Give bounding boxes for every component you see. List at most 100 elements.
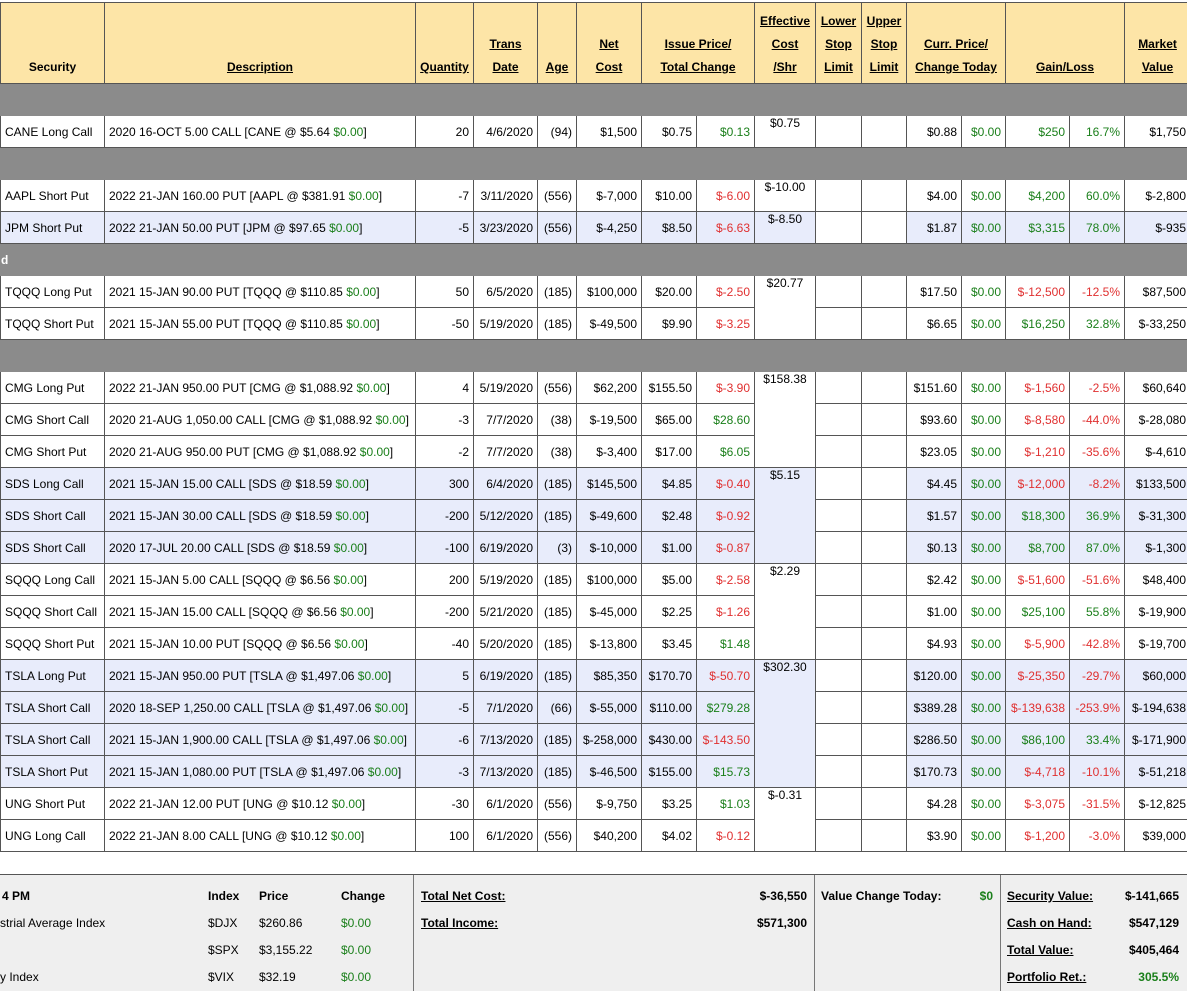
lower-stop-cell[interactable] — [815, 691, 862, 724]
header-gain-loss[interactable]: Gain/Loss — [1005, 2, 1126, 84]
security-cell[interactable]: CMG Long Put — [0, 371, 105, 404]
lower-stop-cell[interactable] — [815, 403, 862, 436]
lower-stop-cell[interactable] — [815, 371, 862, 404]
position-row[interactable]: CMG Long Put 2022 21-JAN 950.00 PUT [CMG … — [0, 371, 1187, 468]
header-effective-cost[interactable]: Effective Cost /Shr — [754, 2, 816, 84]
upper-stop-cell[interactable] — [861, 659, 907, 692]
position-row[interactable]: SQQQ Short Put 2021 15-JAN 10.00 PUT [SQQ… — [0, 627, 1187, 660]
header-age[interactable]: Age — [537, 2, 577, 84]
header-net-cost[interactable]: Net Cost — [576, 2, 642, 84]
security-cell[interactable]: TQQQ Long Put — [0, 275, 105, 308]
security-cell[interactable]: CANE Long Call — [0, 115, 105, 148]
lower-stop-cell[interactable] — [815, 531, 862, 564]
upper-stop-cell[interactable] — [861, 627, 907, 660]
lower-stop-cell[interactable] — [815, 435, 862, 468]
header-trans-date[interactable]: Trans Date — [473, 2, 538, 84]
position-row[interactable]: SDS Long Call 2021 15-JAN 15.00 CALL [SDS… — [0, 467, 1187, 564]
position-row[interactable]: TSLA Short Call 2020 18-SEP 1,250.00 CALL… — [0, 691, 1187, 724]
header-market-value[interactable]: Market Value — [1124, 2, 1187, 84]
upper-stop-cell[interactable] — [861, 819, 907, 852]
lower-stop-cell[interactable] — [815, 211, 862, 244]
net-cost-cell: $-55,000 — [576, 691, 642, 724]
upper-stop-cell[interactable] — [861, 275, 907, 308]
header-issue-price[interactable]: Issue Price/ Total Change — [641, 2, 755, 84]
index-symbol[interactable]: $SPX — [208, 943, 239, 957]
security-cell[interactable]: SQQQ Short Put — [0, 627, 105, 660]
position-row[interactable]: SQQQ Long Call 2021 15-JAN 5.00 CALL [SQQ… — [0, 563, 1187, 660]
lower-stop-cell[interactable] — [815, 819, 862, 852]
change-today-cell: $0.00 — [960, 371, 1007, 404]
lower-stop-cell[interactable] — [815, 467, 862, 500]
position-row[interactable]: AAPL Short Put 2022 21-JAN 160.00 PUT [AA… — [0, 179, 1187, 212]
curr-price-cell: $17.50 — [906, 275, 962, 308]
header-quantity[interactable]: Quantity — [415, 2, 474, 84]
header-upper-stop[interactable]: Upper Stop Limit — [861, 2, 907, 84]
total-change-cell: $-3.90 — [696, 371, 755, 404]
position-row[interactable]: SQQQ Short Call 2021 15-JAN 15.00 CALL [S… — [0, 595, 1187, 628]
position-row[interactable]: UNG Short Put 2022 21-JAN 12.00 PUT [UNG … — [0, 787, 1187, 852]
lower-stop-cell[interactable] — [815, 499, 862, 532]
index-symbol[interactable]: $DJX — [208, 916, 238, 930]
header-lower-stop[interactable]: Lower Stop Limit — [815, 2, 862, 84]
position-row[interactable]: SDS Short Call 2020 17-JUL 20.00 CALL [SD… — [0, 531, 1187, 564]
lower-stop-cell[interactable] — [815, 787, 862, 820]
security-cell[interactable]: SDS Long Call — [0, 467, 105, 500]
position-row[interactable]: JPM Short Put 2022 21-JAN 50.00 PUT [JPM … — [0, 211, 1187, 244]
upper-stop-cell[interactable] — [861, 115, 907, 148]
security-cell[interactable]: SDS Short Call — [0, 499, 105, 532]
upper-stop-cell[interactable] — [861, 755, 907, 788]
upper-stop-cell[interactable] — [861, 371, 907, 404]
upper-stop-cell[interactable] — [861, 307, 907, 340]
security-cell[interactable]: UNG Short Put — [0, 787, 105, 820]
lower-stop-cell[interactable] — [815, 275, 862, 308]
security-cell[interactable]: TSLA Short Call — [0, 691, 105, 724]
security-cell[interactable]: TSLA Short Put — [0, 755, 105, 788]
upper-stop-cell[interactable] — [861, 435, 907, 468]
position-row[interactable]: CANE Long Call 2020 16-OCT 5.00 CALL [CAN… — [0, 115, 1187, 148]
security-cell[interactable]: JPM Short Put — [0, 211, 105, 244]
lower-stop-cell[interactable] — [815, 755, 862, 788]
security-cell[interactable]: CMG Short Put — [0, 435, 105, 468]
upper-stop-cell[interactable] — [861, 467, 907, 500]
lower-stop-cell[interactable] — [815, 595, 862, 628]
security-cell[interactable]: SQQQ Short Call — [0, 595, 105, 628]
upper-stop-cell[interactable] — [861, 787, 907, 820]
security-cell[interactable]: AAPL Short Put — [0, 179, 105, 212]
lower-stop-cell[interactable] — [815, 659, 862, 692]
security-cell[interactable]: TSLA Long Put — [0, 659, 105, 692]
position-row[interactable]: TSLA Long Put 2021 15-JAN 950.00 PUT [TSL… — [0, 659, 1187, 788]
upper-stop-cell[interactable] — [861, 211, 907, 244]
security-cell[interactable]: CMG Short Call — [0, 403, 105, 436]
upper-stop-cell[interactable] — [861, 531, 907, 564]
upper-stop-cell[interactable] — [861, 563, 907, 596]
header-curr-price[interactable]: Curr. Price/ Change Today — [905, 2, 1007, 84]
lower-stop-cell[interactable] — [815, 563, 862, 596]
index-symbol[interactable]: $VIX — [208, 970, 235, 984]
lower-stop-cell[interactable] — [815, 179, 862, 212]
security-cell[interactable]: SDS Short Call — [0, 531, 105, 564]
security-cell[interactable]: TQQQ Short Put — [0, 307, 105, 340]
underlying-change: $0.00 — [356, 380, 387, 395]
lower-stop-cell[interactable] — [815, 627, 862, 660]
security-cell[interactable]: UNG Long Call — [0, 819, 105, 852]
position-row[interactable]: TQQQ Long Put 2021 15-JAN 90.00 PUT [TQQQ… — [0, 275, 1187, 340]
lower-stop-cell[interactable] — [815, 723, 862, 756]
position-row[interactable]: CMG Short Call 2020 21-AUG 1,050.00 CALL … — [0, 403, 1187, 436]
security-cell[interactable]: TSLA Short Call — [0, 723, 105, 756]
position-row[interactable]: TSLA Short Call 2021 15-JAN 1,900.00 CALL… — [0, 723, 1187, 756]
position-row[interactable]: SDS Short Call 2021 15-JAN 30.00 CALL [SD… — [0, 499, 1187, 532]
upper-stop-cell[interactable] — [861, 403, 907, 436]
upper-stop-cell[interactable] — [861, 595, 907, 628]
upper-stop-cell[interactable] — [861, 723, 907, 756]
lower-stop-cell[interactable] — [815, 307, 862, 340]
upper-stop-cell[interactable] — [861, 179, 907, 212]
position-row[interactable]: UNG Long Call 2022 21-JAN 8.00 CALL [UNG … — [0, 819, 1187, 852]
header-description[interactable]: Description — [104, 2, 416, 84]
position-row[interactable]: CMG Short Put 2020 21-AUG 950.00 PUT [CMG… — [0, 435, 1187, 468]
upper-stop-cell[interactable] — [861, 499, 907, 532]
security-cell[interactable]: SQQQ Long Call — [0, 563, 105, 596]
position-row[interactable]: TQQQ Short Put 2021 15-JAN 55.00 PUT [TQQ… — [0, 307, 1187, 340]
position-row[interactable]: TSLA Short Put 2021 15-JAN 1,080.00 PUT [… — [0, 755, 1187, 788]
lower-stop-cell[interactable] — [815, 115, 862, 148]
upper-stop-cell[interactable] — [861, 691, 907, 724]
